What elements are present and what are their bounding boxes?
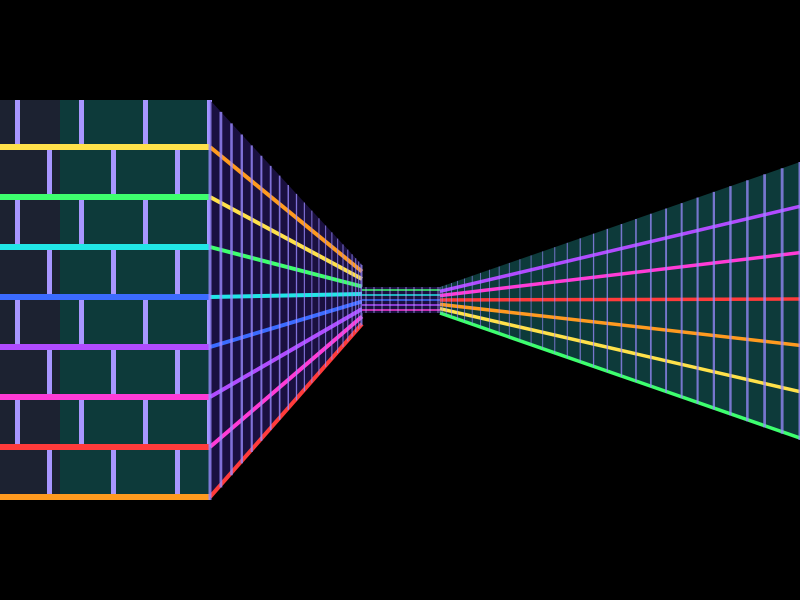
mortar-joint [175, 250, 180, 294]
mortar-row [439, 250, 800, 298]
mortar-joint [111, 350, 116, 394]
mortar-row [208, 314, 364, 449]
mortar-joint [47, 250, 52, 294]
mortar-row [208, 145, 364, 274]
right-side-wall [439, 162, 800, 440]
mortar-joint [143, 400, 148, 444]
mortar-joint [15, 300, 20, 344]
mortar-row [0, 294, 210, 300]
mortar-joint [143, 200, 148, 244]
mortar-joint [175, 350, 180, 394]
mortar-row [0, 144, 210, 150]
mortar-row [0, 344, 210, 350]
mortar-joint [79, 400, 84, 444]
mortar-joint [143, 300, 148, 344]
mortar-row [439, 297, 800, 302]
brick-shade [0, 100, 60, 150]
mortar-joint [47, 350, 52, 394]
brick-shade [0, 300, 60, 350]
mortar-joint [79, 300, 84, 344]
mortar-joint [111, 250, 116, 294]
mortar-row [208, 307, 364, 399]
mortar-row [209, 245, 363, 289]
left-side-wall [208, 100, 364, 500]
mortar-row [209, 299, 363, 349]
mortar-joint [47, 450, 52, 494]
mortar-joint [15, 200, 20, 244]
mortar-joint [175, 150, 180, 194]
mortar-row [0, 244, 210, 250]
mortar-row [209, 292, 363, 299]
wall-base [210, 100, 362, 500]
mortar-row [209, 195, 363, 281]
mortar-row [0, 444, 210, 450]
mortar-row [439, 311, 800, 440]
mortar-row [439, 204, 800, 294]
mortar-joint [15, 400, 20, 444]
mortar-row [0, 394, 210, 400]
mortar-joint [47, 150, 52, 194]
mortar-joint [15, 100, 20, 144]
brick-shade [0, 200, 60, 250]
far-end-wall [362, 287, 440, 313]
mortar-row [439, 302, 800, 348]
mortar-row [0, 494, 210, 500]
brick-shade [0, 400, 60, 450]
mortar-joint [143, 100, 148, 144]
left-near-wall-face [0, 100, 212, 500]
mortar-row [208, 322, 364, 499]
mortar-joint [79, 200, 84, 244]
mortar-row [0, 194, 210, 200]
mortar-joint [79, 100, 84, 144]
mortar-joint [111, 150, 116, 194]
mortar-row [439, 306, 800, 394]
mortar-joint [175, 450, 180, 494]
mortar-joint [111, 450, 116, 494]
